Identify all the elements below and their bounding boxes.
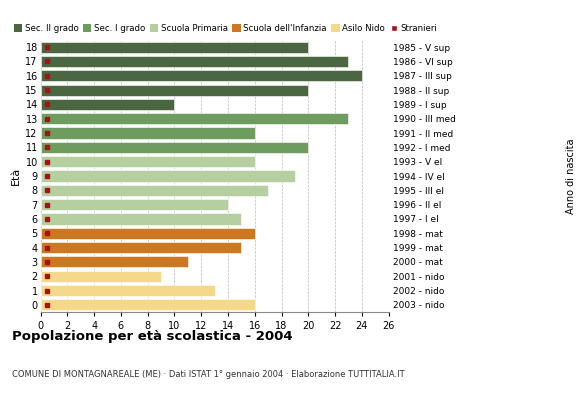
Bar	[41, 84, 309, 96]
Text: Anno di nascita: Anno di nascita	[566, 138, 577, 214]
Bar	[41, 271, 161, 282]
Bar	[41, 228, 255, 239]
Bar	[41, 299, 255, 310]
Bar	[41, 199, 228, 210]
Text: COMUNE DI MONTAGNAREALE (ME) · Dati ISTAT 1° gennaio 2004 · Elaborazione TUTTITA: COMUNE DI MONTAGNAREALE (ME) · Dati ISTA…	[12, 370, 404, 379]
Text: Popolazione per età scolastica - 2004: Popolazione per età scolastica - 2004	[12, 330, 292, 343]
Bar	[41, 70, 362, 81]
Bar	[41, 56, 349, 67]
Bar	[41, 170, 295, 182]
Bar	[41, 256, 188, 268]
Bar	[41, 128, 255, 139]
Bar	[41, 156, 255, 167]
Bar	[41, 213, 241, 224]
Bar	[41, 42, 309, 53]
Bar	[41, 113, 349, 124]
Legend: Sec. II grado, Sec. I grado, Scuola Primaria, Scuola dell'Infanzia, Asilo Nido, : Sec. II grado, Sec. I grado, Scuola Prim…	[13, 24, 437, 33]
Bar	[41, 242, 241, 253]
Bar	[41, 285, 215, 296]
Bar	[41, 142, 309, 153]
Bar	[41, 99, 175, 110]
Bar	[41, 185, 268, 196]
Y-axis label: Età: Età	[11, 167, 21, 185]
